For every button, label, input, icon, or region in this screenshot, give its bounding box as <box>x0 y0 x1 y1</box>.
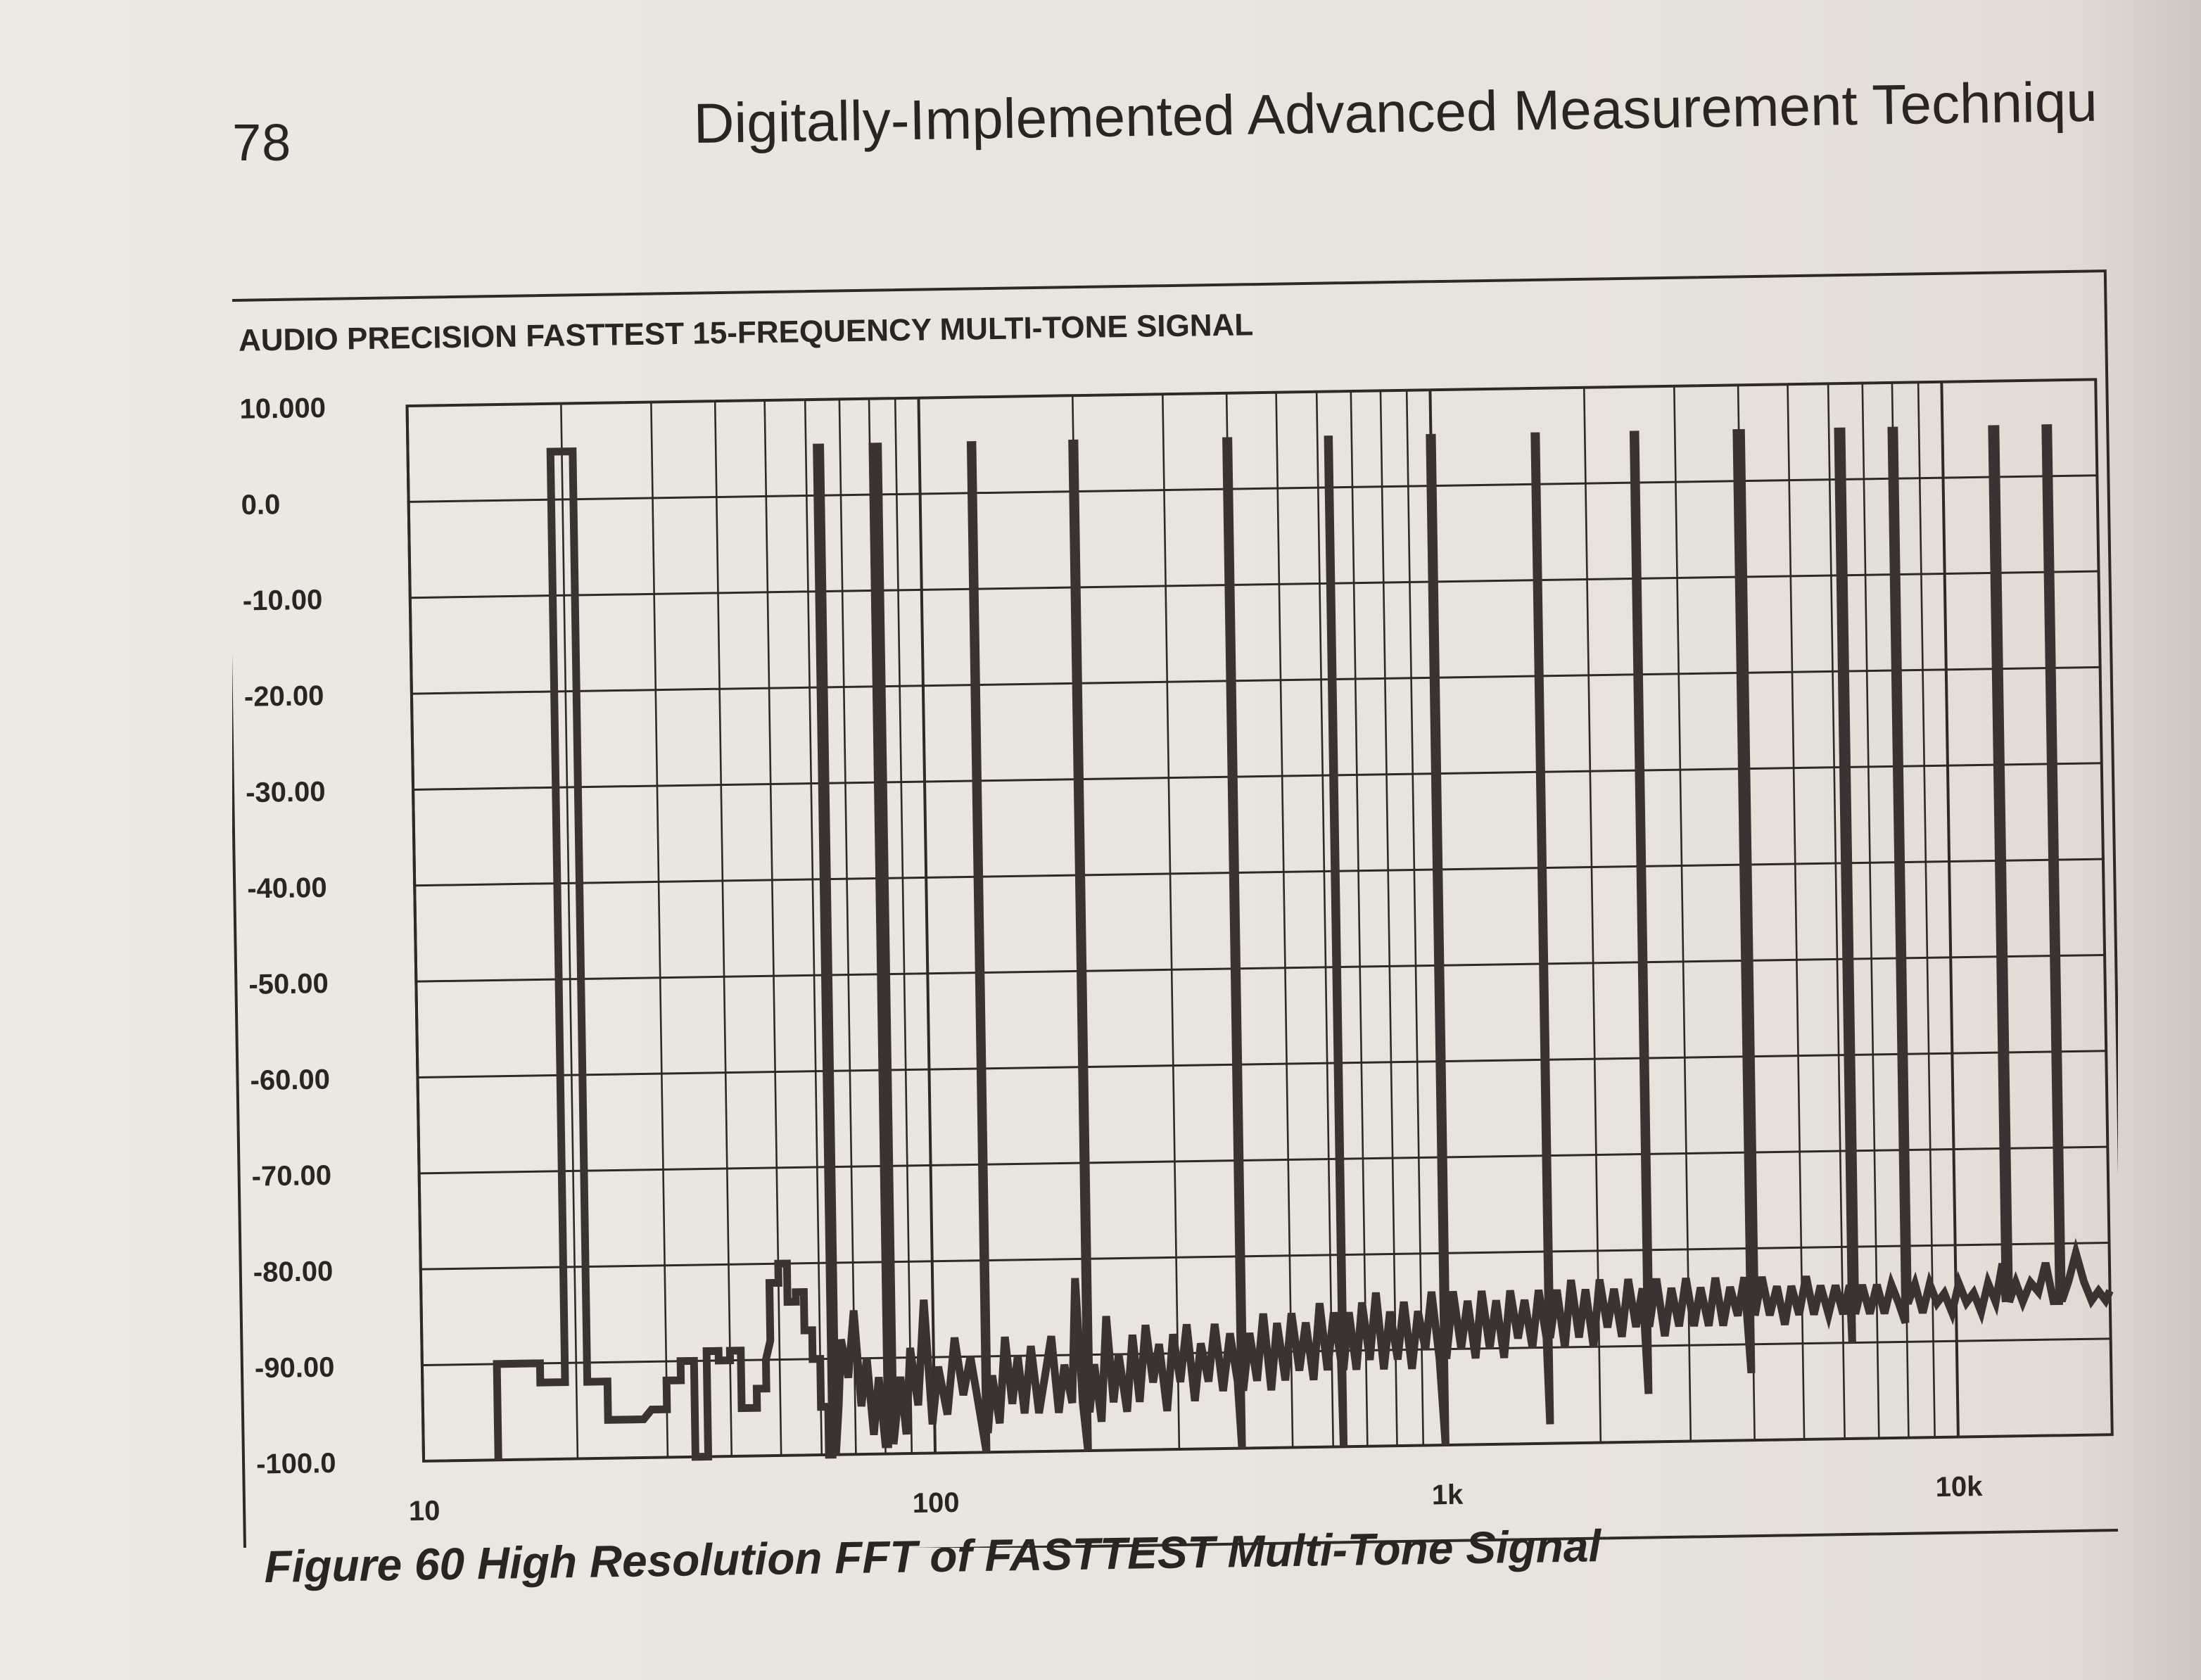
page-number: 78 <box>232 113 292 172</box>
gridline-x <box>405 406 426 1461</box>
y-tick-label: -10.00 <box>242 585 322 617</box>
gridline-x <box>1405 390 1425 1446</box>
y-axis-ticks: 10.000 0.0 -10.00 -20.00 -30.00 -40.00 -50.00 -… <box>239 393 336 1480</box>
gridline-y <box>407 378 2096 407</box>
x-tick-label: 10 <box>409 1496 440 1527</box>
gridline-x <box>1379 390 1398 1446</box>
y-tick-label: 0.0 <box>241 489 280 521</box>
gridline-y <box>408 474 2098 503</box>
gridline-x <box>1861 383 1880 1439</box>
y-tick-label: 10.000 <box>239 393 326 425</box>
gridline-y <box>413 762 2102 791</box>
x-axis-ticks: 10 100 1k 10k <box>409 1471 1984 1527</box>
figure: AUDIO PRECISION FASTTEST 15-FREQUENCY MU… <box>232 253 2118 1548</box>
chart-title: AUDIO PRECISION FASTTEST 15-FREQUENCY MU… <box>239 307 1254 358</box>
gridline-y <box>417 1050 2107 1078</box>
gridline-y <box>424 1433 2112 1463</box>
gridline-y <box>416 953 2105 983</box>
y-tick-label: -50.00 <box>248 968 329 1000</box>
gridline-y <box>414 858 2103 887</box>
gridline-x <box>838 399 857 1455</box>
gridline-x <box>1827 383 1846 1439</box>
y-tick-label: -70.00 <box>251 1160 331 1192</box>
gridline-x <box>1917 382 1936 1438</box>
gridline-x <box>917 397 937 1453</box>
gridline-x <box>650 402 669 1458</box>
gridline-x <box>1673 386 1692 1442</box>
gridline-x <box>713 401 733 1457</box>
figure-border <box>232 269 2118 1548</box>
gridline-x <box>1940 381 1960 1437</box>
gridline-y <box>411 666 2100 695</box>
gridline-y <box>410 570 2099 599</box>
fft-trace <box>493 424 2114 1461</box>
gridline-x <box>894 398 913 1453</box>
gridline-x <box>1350 390 1369 1446</box>
y-tick-label: -30.00 <box>246 776 326 808</box>
gridline-x <box>804 400 823 1456</box>
gridline-x <box>1582 387 1602 1443</box>
gridline-x <box>2094 379 2114 1435</box>
x-tick-label: 100 <box>912 1487 959 1519</box>
y-tick-label: -100.0 <box>256 1448 336 1480</box>
gridline-x <box>1787 384 1806 1440</box>
gridline-y <box>419 1145 2108 1175</box>
y-tick-label: -60.00 <box>250 1064 330 1096</box>
fft-chart: AUDIO PRECISION FASTTEST 15-FREQUENCY MU… <box>232 269 2118 1548</box>
page-binding-shadow <box>2088 0 2201 1680</box>
y-tick-label: -80.00 <box>253 1256 333 1288</box>
gridline-x <box>1315 391 1335 1447</box>
x-tick-label: 10k <box>1935 1471 1983 1503</box>
gridline-x <box>1162 394 1181 1450</box>
x-tick-label: 1k <box>1432 1479 1464 1511</box>
gridline-x <box>560 403 579 1459</box>
y-tick-label: -90.00 <box>255 1351 335 1384</box>
gridline-x <box>1275 392 1294 1448</box>
gridline-y <box>420 1241 2110 1271</box>
y-tick-label: -20.00 <box>244 680 324 713</box>
y-tick-label: -40.00 <box>247 872 327 905</box>
series-line <box>493 424 2114 1461</box>
